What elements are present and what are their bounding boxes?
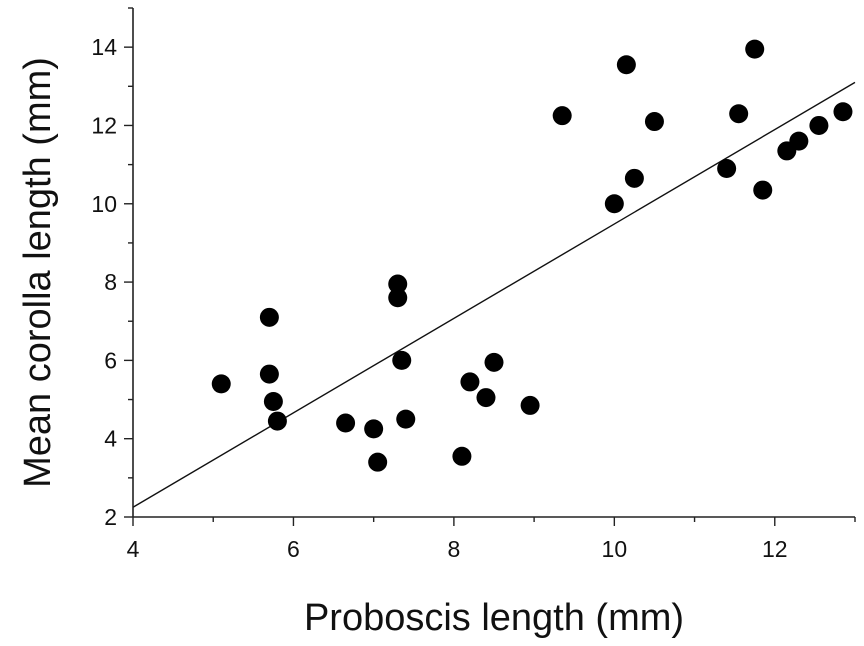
data-point: [392, 350, 412, 370]
data-point: [267, 411, 287, 431]
data-point: [604, 194, 624, 214]
data-point: [460, 372, 480, 392]
data-point: [833, 102, 853, 122]
y-tick-label: 12: [91, 112, 117, 138]
x-axis-title: Proboscis length (mm): [304, 597, 684, 639]
x-tick-label: 4: [127, 536, 140, 562]
data-point: [753, 180, 773, 200]
data-point: [259, 364, 279, 384]
data-point: [476, 388, 496, 408]
x-tick-label: 6: [287, 536, 300, 562]
y-tick-label: 6: [104, 347, 117, 373]
data-point: [263, 391, 283, 411]
y-tick-label: 10: [91, 191, 117, 217]
data-point: [745, 39, 765, 59]
y-axis: 2 4 6 8 10 12 14: [91, 7, 134, 530]
data-point: [717, 159, 737, 179]
data-point: [452, 446, 472, 466]
data-point: [336, 413, 356, 433]
data-point: [789, 131, 809, 151]
x-tick-label: 8: [447, 536, 460, 562]
data-point: [484, 352, 504, 372]
x-tick-label: 10: [602, 536, 628, 562]
data-point: [520, 395, 540, 415]
x-axis: 4 6 8 10 12: [127, 516, 856, 562]
data-point: [396, 409, 416, 429]
data-point: [624, 168, 644, 188]
data-point: [552, 106, 572, 126]
data-point: [388, 274, 408, 294]
y-tick-label: 4: [104, 426, 117, 452]
y-tick-label: 8: [104, 269, 117, 295]
data-point: [211, 374, 231, 394]
data-point: [259, 307, 279, 327]
data-point: [729, 104, 749, 124]
data-point: [616, 55, 636, 75]
data-point: [644, 112, 664, 132]
regression-line: [132, 81, 856, 508]
data-point: [364, 419, 384, 439]
x-tick-label: 12: [762, 536, 788, 562]
data-point: [388, 288, 408, 308]
y-axis-title: Mean corolla length (mm): [17, 57, 59, 488]
y-tick-label: 2: [104, 504, 117, 530]
y-tick-label: 14: [91, 34, 117, 60]
plot-area: [132, 39, 856, 508]
data-point: [809, 115, 829, 135]
data-point: [368, 452, 388, 472]
